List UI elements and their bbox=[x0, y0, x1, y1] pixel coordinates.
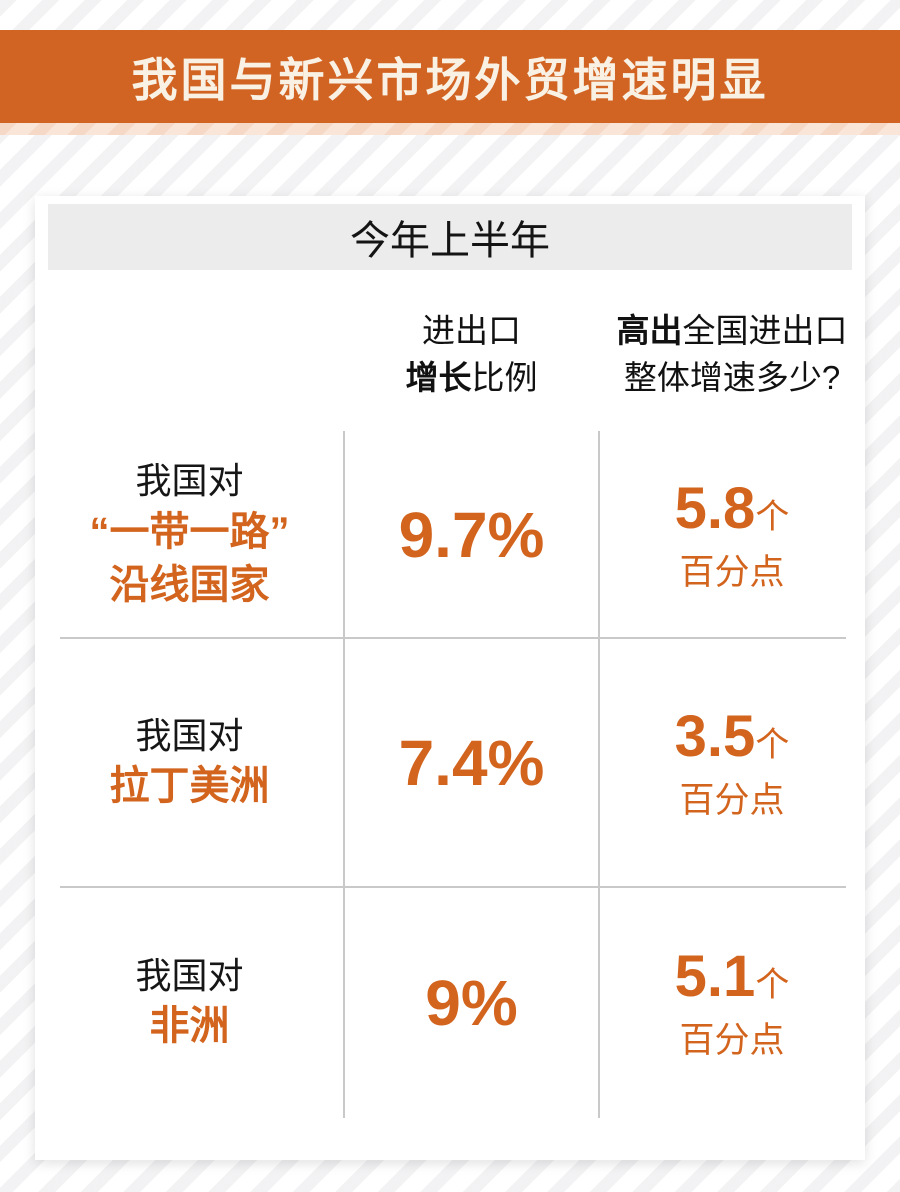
column-header-excess-line2: 整体增速多少? bbox=[623, 358, 841, 396]
excess-unit: 个 bbox=[755, 965, 790, 1004]
region-name-line1: 非洲 bbox=[149, 1004, 230, 1049]
region-name-line2: 沿线国家 bbox=[109, 562, 270, 607]
excess-value: 3.5 bbox=[674, 703, 756, 769]
region-name-line1: “一带一路” bbox=[89, 510, 290, 554]
growth-value: 7.4% bbox=[398, 726, 545, 799]
column-header-excess-line1: 高出全国进出口 bbox=[616, 312, 848, 349]
banner-accent-strip bbox=[0, 123, 900, 135]
column-headers: 进出口 增长比例 高出全国进出口 整体增速多少? bbox=[35, 308, 865, 402]
region-prefix: 我国对 bbox=[135, 714, 244, 756]
growth-value: 9% bbox=[425, 966, 518, 1039]
table-row-1-growth-cell: 9.7% bbox=[344, 431, 599, 638]
excess-unit: 个 bbox=[755, 725, 790, 764]
page-title: 我国与新兴市场外贸增速明显 bbox=[131, 53, 769, 106]
row-divider-2 bbox=[60, 886, 846, 888]
column-header-region bbox=[35, 308, 344, 402]
table-row-2-excess-cell: 3.5个 百分点 bbox=[599, 638, 865, 887]
excess-value-line: 5.1个 bbox=[675, 943, 790, 1010]
growth-value: 9.7% bbox=[398, 498, 545, 571]
excess-suffix: 百分点 bbox=[679, 780, 785, 820]
region-prefix: 我国对 bbox=[135, 460, 244, 502]
table-row-3-excess-cell: 5.1个 百分点 bbox=[599, 887, 865, 1118]
row-divider-1 bbox=[60, 637, 846, 639]
table-row-3-region-cell: 我国对 非洲 bbox=[35, 887, 344, 1118]
excess-unit: 个 bbox=[755, 497, 790, 536]
table-row-1-region-cell: 我国对 “一带一路” 沿线国家 bbox=[35, 431, 344, 638]
excess-value: 5.8 bbox=[674, 475, 756, 541]
stats-table: 我国对 “一带一路” 沿线国家 9.7% 5.8个 百分点 我国对 拉丁美洲 7… bbox=[35, 431, 865, 1118]
period-header-band: 今年上半年 bbox=[48, 204, 852, 270]
table-row-1-excess-cell: 5.8个 百分点 bbox=[599, 431, 865, 638]
column-divider-1 bbox=[343, 431, 345, 1118]
table-row-2-growth-cell: 7.4% bbox=[344, 638, 599, 887]
column-divider-2 bbox=[598, 431, 600, 1118]
column-header-excess: 高出全国进出口 整体增速多少? bbox=[599, 308, 865, 402]
table-row-3-growth-cell: 9% bbox=[344, 887, 599, 1118]
region-name-line1: 拉丁美洲 bbox=[109, 764, 270, 809]
column-header-growth-line2: 增长比例 bbox=[405, 358, 538, 396]
excess-suffix: 百分点 bbox=[679, 1020, 785, 1060]
period-header-label: 今年上半年 bbox=[350, 219, 550, 263]
excess-suffix: 百分点 bbox=[679, 552, 785, 592]
column-header-growth-line1: 进出口 bbox=[422, 312, 521, 349]
stats-card: 今年上半年 进出口 增长比例 高出全国进出口 整体增速多少? 我国对 “一带一路… bbox=[35, 196, 865, 1160]
excess-value: 5.1 bbox=[674, 943, 756, 1009]
region-prefix: 我国对 bbox=[135, 954, 244, 996]
title-banner: 我国与新兴市场外贸增速明显 bbox=[0, 30, 900, 123]
excess-value-line: 5.8个 bbox=[675, 475, 790, 542]
excess-value-line: 3.5个 bbox=[675, 703, 790, 770]
column-header-growth: 进出口 增长比例 bbox=[344, 308, 599, 402]
table-row-2-region-cell: 我国对 拉丁美洲 bbox=[35, 638, 344, 887]
